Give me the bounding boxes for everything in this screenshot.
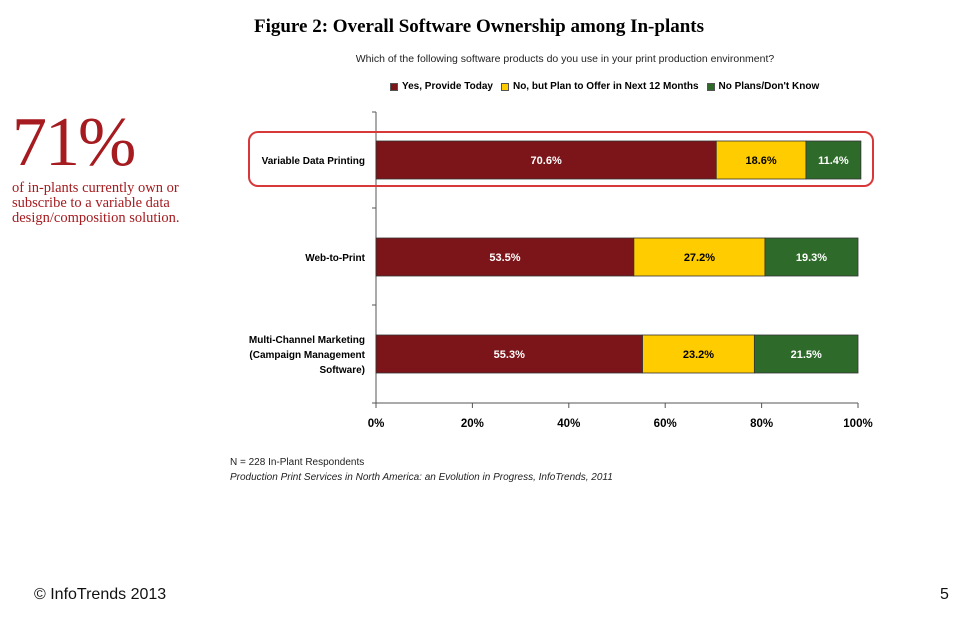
data-label: 27.2% xyxy=(684,252,715,264)
x-tick-label: 40% xyxy=(557,418,580,430)
highlight-outline xyxy=(248,131,874,187)
copyright-footer: © InfoTrends 2013 xyxy=(34,586,167,603)
category-label: Software) xyxy=(319,365,365,376)
bar-segment xyxy=(805,140,862,180)
x-tick-label: 60% xyxy=(654,418,677,430)
data-label: 21.5% xyxy=(791,349,822,361)
bar-segment xyxy=(642,334,755,374)
chart-title: Figure 2: Overall Software Ownership amo… xyxy=(253,16,705,37)
category-label: Web-to-Print xyxy=(305,253,365,264)
legend-item-plan: No, but Plan to Offer in Next 12 Months xyxy=(500,81,699,92)
legend-label-no-plans: No Plans/Don't Know xyxy=(718,81,820,92)
data-label: 23.2% xyxy=(683,349,714,361)
page-number: 5 xyxy=(940,586,949,603)
bar-segment xyxy=(375,334,643,374)
x-tick-label: 100% xyxy=(843,418,872,430)
legend-item-no-plans: No Plans/Don't Know xyxy=(706,81,820,92)
legend-swatch-plan xyxy=(500,82,509,91)
data-label: 19.3% xyxy=(796,252,827,264)
bar-segment xyxy=(764,237,859,277)
data-label: 70.6% xyxy=(531,155,562,167)
data-label: 53.5% xyxy=(489,252,520,264)
legend-swatch-yes xyxy=(390,82,398,91)
legend-swatch-no-plans xyxy=(706,82,715,91)
sample-size-note: N = 228 In-Plant Respondents xyxy=(230,457,365,468)
category-label: Multi-Channel Marketing xyxy=(249,335,365,346)
data-label: 55.3% xyxy=(494,349,525,361)
bar-segment xyxy=(633,237,766,277)
legend-label-yes: Yes, Provide Today xyxy=(402,81,493,92)
bar-segment xyxy=(753,334,859,374)
callout-percentage: 71% xyxy=(12,104,136,181)
bar-segment xyxy=(715,140,807,180)
legend-item-yes: Yes, Provide Today xyxy=(390,81,493,92)
legend-label-plan: No, but Plan to Offer in Next 12 Months xyxy=(512,81,699,92)
x-tick-label: 80% xyxy=(750,418,773,430)
chart-subtitle: Which of the following software products… xyxy=(355,53,775,65)
category-label: Variable Data Printing xyxy=(262,156,365,167)
x-tick-label: 0% xyxy=(368,418,385,430)
category-label: (Campaign Management xyxy=(249,350,365,361)
data-label: 18.6% xyxy=(746,155,777,167)
source-note: Production Print Services in North Ameri… xyxy=(230,472,613,483)
data-label: 11.4% xyxy=(818,155,849,167)
callout-description: of in-plants currently own or subscribe … xyxy=(12,180,180,226)
chart-legend: Yes, Provide Today No, but Plan to Offer… xyxy=(390,81,827,92)
x-tick-label: 20% xyxy=(461,418,484,430)
bar-segment xyxy=(375,140,717,180)
